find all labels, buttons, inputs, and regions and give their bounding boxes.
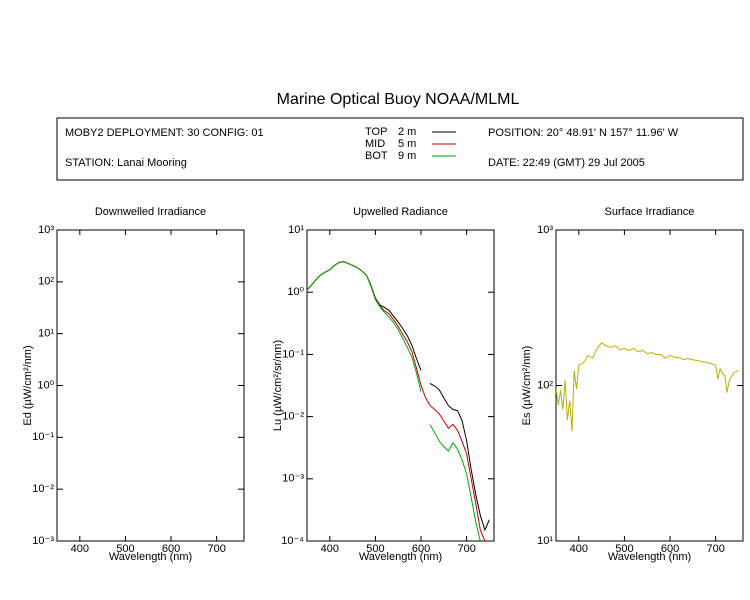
y-tick-label: 10¹ — [537, 535, 553, 547]
y-axis-label: Es (µW/cm²/nm) — [521, 346, 533, 426]
series-line — [556, 342, 739, 432]
y-axis-label: Lu (µW/cm²/sr/nm) — [272, 340, 284, 431]
date: DATE: 22:49 (GMT) 29 Jul 2005 — [488, 157, 645, 169]
info-box — [56, 117, 744, 181]
x-tick-label: 700 — [207, 543, 225, 555]
deployment: MOBY2 DEPLOYMENT: 30 CONFIG: 01 — [65, 127, 264, 139]
legend-name: MID — [365, 138, 385, 150]
x-tick-label: 700 — [457, 543, 475, 555]
station: STATION: Lanai Mooring — [65, 157, 187, 169]
y-tick-label: 10⁻¹ — [282, 348, 304, 360]
x-tick-label: 700 — [706, 543, 724, 555]
y-tick-label: 10⁰ — [287, 286, 304, 298]
x-tick-label: 600 — [162, 543, 180, 555]
y-tick-label: 10³ — [38, 224, 54, 236]
y-tick-label: 10² — [38, 276, 54, 288]
legend-name: TOP — [365, 126, 387, 138]
plot-frame — [306, 229, 495, 542]
x-tick-label: 400 — [570, 543, 588, 555]
legend-depth: 5 m — [398, 138, 416, 150]
position: POSITION: 20° 48.91' N 157° 11.96' W — [488, 127, 679, 139]
legend-depth: 9 m — [398, 150, 416, 162]
page-title: Marine Optical Buoy NOAA/MLML — [277, 91, 520, 108]
panel-title: Surface Irradiance — [605, 206, 695, 218]
x-axis-label: Wavelength (nm) — [608, 551, 691, 563]
y-tick-label: 10⁻² — [282, 411, 304, 423]
x-tick-label: 600 — [412, 543, 430, 555]
y-tick-label: 10⁰ — [37, 379, 54, 391]
x-axis-label: Wavelength (nm) — [109, 551, 192, 563]
y-tick-label: 10⁻³ — [32, 535, 54, 547]
x-tick-label: 400 — [71, 543, 89, 555]
x-tick-label: 600 — [661, 543, 679, 555]
x-tick-label: 500 — [615, 543, 633, 555]
y-tick-label: 10⁻³ — [282, 473, 304, 485]
legend-name: BOT — [365, 150, 388, 162]
y-tick-label: 10¹ — [288, 224, 304, 236]
x-tick-label: 500 — [366, 543, 384, 555]
y-tick-label: 10⁻² — [32, 483, 54, 495]
x-tick-label: 500 — [116, 543, 134, 555]
x-axis-label: Wavelength (nm) — [359, 551, 442, 563]
y-tick-label: 10¹ — [38, 328, 54, 340]
y-tick-label: 10⁻⁴ — [281, 535, 304, 547]
panel-title: Upwelled Radiance — [353, 206, 448, 218]
legend-depth: 2 m — [398, 126, 416, 138]
y-axis-label: Ed (µW/cm²/nm) — [22, 345, 34, 425]
series-line — [307, 261, 481, 541]
y-tick-label: 10⁻¹ — [32, 431, 54, 443]
y-tick-label: 10³ — [537, 224, 553, 236]
y-tick-label: 10² — [537, 379, 553, 391]
x-tick-label: 400 — [321, 543, 339, 555]
panel-title: Downwelled Irradiance — [95, 206, 206, 218]
